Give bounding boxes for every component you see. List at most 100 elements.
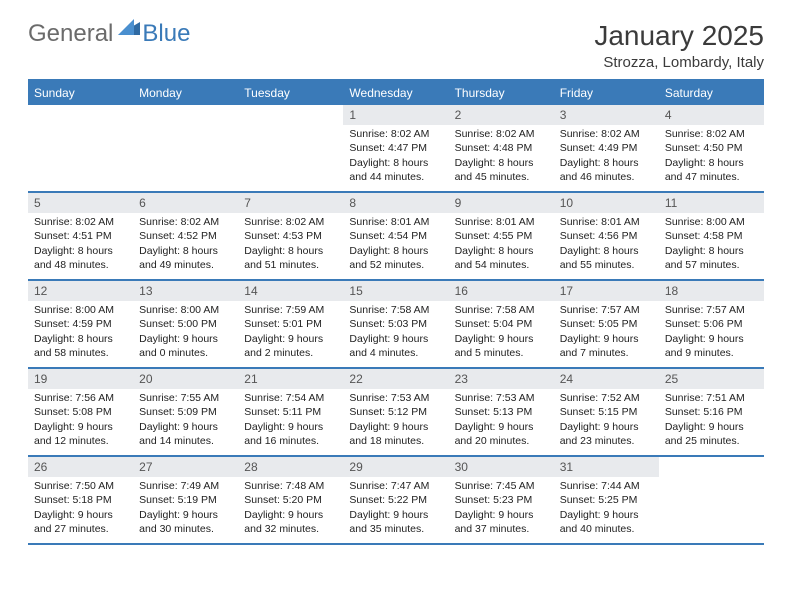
day-cell: 13Sunrise: 8:00 AMSunset: 5:00 PMDayligh… [133,281,238,367]
day-body: Sunrise: 8:02 AMSunset: 4:51 PMDaylight:… [28,213,133,276]
day-cell: 8Sunrise: 8:01 AMSunset: 4:54 PMDaylight… [343,193,448,279]
calendar: SundayMondayTuesdayWednesdayThursdayFrid… [28,79,764,545]
day-number: 27 [133,457,238,477]
day-cell [659,457,764,543]
day-body: Sunrise: 7:53 AMSunset: 5:12 PMDaylight:… [343,389,448,452]
day-cell: 11Sunrise: 8:00 AMSunset: 4:58 PMDayligh… [659,193,764,279]
day-body: Sunrise: 7:47 AMSunset: 5:22 PMDaylight:… [343,477,448,540]
day-header: Friday [554,81,659,105]
day-body: Sunrise: 8:02 AMSunset: 4:50 PMDaylight:… [659,125,764,188]
day-header: Thursday [449,81,554,105]
day-cell [238,105,343,191]
day-body: Sunrise: 7:57 AMSunset: 5:06 PMDaylight:… [659,301,764,364]
day-body: Sunrise: 7:45 AMSunset: 5:23 PMDaylight:… [449,477,554,540]
day-cell: 5Sunrise: 8:02 AMSunset: 4:51 PMDaylight… [28,193,133,279]
header: General Blue January 2025 Strozza, Lomba… [28,20,764,71]
day-number: 19 [28,369,133,389]
day-number: 4 [659,105,764,125]
day-number: 31 [554,457,659,477]
day-body: Sunrise: 8:00 AMSunset: 4:59 PMDaylight:… [28,301,133,364]
day-body: Sunrise: 8:02 AMSunset: 4:52 PMDaylight:… [133,213,238,276]
day-body: Sunrise: 7:51 AMSunset: 5:16 PMDaylight:… [659,389,764,452]
day-number: 10 [554,193,659,213]
day-number: 11 [659,193,764,213]
day-body: Sunrise: 8:02 AMSunset: 4:53 PMDaylight:… [238,213,343,276]
day-body: Sunrise: 7:52 AMSunset: 5:15 PMDaylight:… [554,389,659,452]
day-header: Sunday [28,81,133,105]
day-cell: 16Sunrise: 7:58 AMSunset: 5:04 PMDayligh… [449,281,554,367]
day-cell: 1Sunrise: 8:02 AMSunset: 4:47 PMDaylight… [343,105,448,191]
day-cell: 6Sunrise: 8:02 AMSunset: 4:52 PMDaylight… [133,193,238,279]
day-cell: 31Sunrise: 7:44 AMSunset: 5:25 PMDayligh… [554,457,659,543]
day-cell: 20Sunrise: 7:55 AMSunset: 5:09 PMDayligh… [133,369,238,455]
day-cell: 26Sunrise: 7:50 AMSunset: 5:18 PMDayligh… [28,457,133,543]
day-number: 29 [343,457,448,477]
day-number: 3 [554,105,659,125]
day-number: 14 [238,281,343,301]
day-cell: 15Sunrise: 7:58 AMSunset: 5:03 PMDayligh… [343,281,448,367]
day-body: Sunrise: 7:49 AMSunset: 5:19 PMDaylight:… [133,477,238,540]
title-block: January 2025 Strozza, Lombardy, Italy [594,20,764,71]
day-number: 12 [28,281,133,301]
day-cell: 7Sunrise: 8:02 AMSunset: 4:53 PMDaylight… [238,193,343,279]
day-number: 18 [659,281,764,301]
day-body: Sunrise: 7:50 AMSunset: 5:18 PMDaylight:… [28,477,133,540]
day-body: Sunrise: 7:56 AMSunset: 5:08 PMDaylight:… [28,389,133,452]
day-cell: 28Sunrise: 7:48 AMSunset: 5:20 PMDayligh… [238,457,343,543]
day-number: 28 [238,457,343,477]
day-body: Sunrise: 7:58 AMSunset: 5:03 PMDaylight:… [343,301,448,364]
day-body: Sunrise: 7:55 AMSunset: 5:09 PMDaylight:… [133,389,238,452]
day-cell: 27Sunrise: 7:49 AMSunset: 5:19 PMDayligh… [133,457,238,543]
day-number: 30 [449,457,554,477]
day-number: 21 [238,369,343,389]
logo-triangle-icon [118,19,140,40]
day-header: Wednesday [343,81,448,105]
day-body: Sunrise: 7:44 AMSunset: 5:25 PMDaylight:… [554,477,659,540]
day-body: Sunrise: 7:58 AMSunset: 5:04 PMDaylight:… [449,301,554,364]
day-body: Sunrise: 8:02 AMSunset: 4:49 PMDaylight:… [554,125,659,188]
day-body: Sunrise: 7:57 AMSunset: 5:05 PMDaylight:… [554,301,659,364]
day-cell: 14Sunrise: 7:59 AMSunset: 5:01 PMDayligh… [238,281,343,367]
day-body: Sunrise: 8:01 AMSunset: 4:55 PMDaylight:… [449,213,554,276]
day-number: 7 [238,193,343,213]
day-cell: 9Sunrise: 8:01 AMSunset: 4:55 PMDaylight… [449,193,554,279]
day-cell: 29Sunrise: 7:47 AMSunset: 5:22 PMDayligh… [343,457,448,543]
day-body: Sunrise: 8:01 AMSunset: 4:54 PMDaylight:… [343,213,448,276]
day-body: Sunrise: 8:01 AMSunset: 4:56 PMDaylight:… [554,213,659,276]
day-headers-row: SundayMondayTuesdayWednesdayThursdayFrid… [28,81,764,105]
logo: General Blue [28,20,190,48]
logo-text-blue: Blue [142,20,190,48]
day-cell: 19Sunrise: 7:56 AMSunset: 5:08 PMDayligh… [28,369,133,455]
day-body: Sunrise: 7:59 AMSunset: 5:01 PMDaylight:… [238,301,343,364]
day-cell: 4Sunrise: 8:02 AMSunset: 4:50 PMDaylight… [659,105,764,191]
day-cell: 2Sunrise: 8:02 AMSunset: 4:48 PMDaylight… [449,105,554,191]
day-body: Sunrise: 8:00 AMSunset: 4:58 PMDaylight:… [659,213,764,276]
day-header: Tuesday [238,81,343,105]
day-number: 2 [449,105,554,125]
day-cell: 10Sunrise: 8:01 AMSunset: 4:56 PMDayligh… [554,193,659,279]
day-body: Sunrise: 7:48 AMSunset: 5:20 PMDaylight:… [238,477,343,540]
day-cell: 24Sunrise: 7:52 AMSunset: 5:15 PMDayligh… [554,369,659,455]
day-header: Monday [133,81,238,105]
day-cell: 3Sunrise: 8:02 AMSunset: 4:49 PMDaylight… [554,105,659,191]
day-header: Saturday [659,81,764,105]
day-body: Sunrise: 8:02 AMSunset: 4:48 PMDaylight:… [449,125,554,188]
day-number: 26 [28,457,133,477]
day-number: 23 [449,369,554,389]
day-number: 15 [343,281,448,301]
day-number: 25 [659,369,764,389]
day-cell [28,105,133,191]
day-cell: 21Sunrise: 7:54 AMSunset: 5:11 PMDayligh… [238,369,343,455]
week-row: 26Sunrise: 7:50 AMSunset: 5:18 PMDayligh… [28,455,764,543]
day-cell: 18Sunrise: 7:57 AMSunset: 5:06 PMDayligh… [659,281,764,367]
day-number: 20 [133,369,238,389]
week-row: 12Sunrise: 8:00 AMSunset: 4:59 PMDayligh… [28,279,764,367]
week-row: 5Sunrise: 8:02 AMSunset: 4:51 PMDaylight… [28,191,764,279]
day-cell: 12Sunrise: 8:00 AMSunset: 4:59 PMDayligh… [28,281,133,367]
week-row: 1Sunrise: 8:02 AMSunset: 4:47 PMDaylight… [28,105,764,191]
week-row: 19Sunrise: 7:56 AMSunset: 5:08 PMDayligh… [28,367,764,455]
day-number: 9 [449,193,554,213]
day-body: Sunrise: 7:54 AMSunset: 5:11 PMDaylight:… [238,389,343,452]
location: Strozza, Lombardy, Italy [594,54,764,71]
day-body: Sunrise: 7:53 AMSunset: 5:13 PMDaylight:… [449,389,554,452]
